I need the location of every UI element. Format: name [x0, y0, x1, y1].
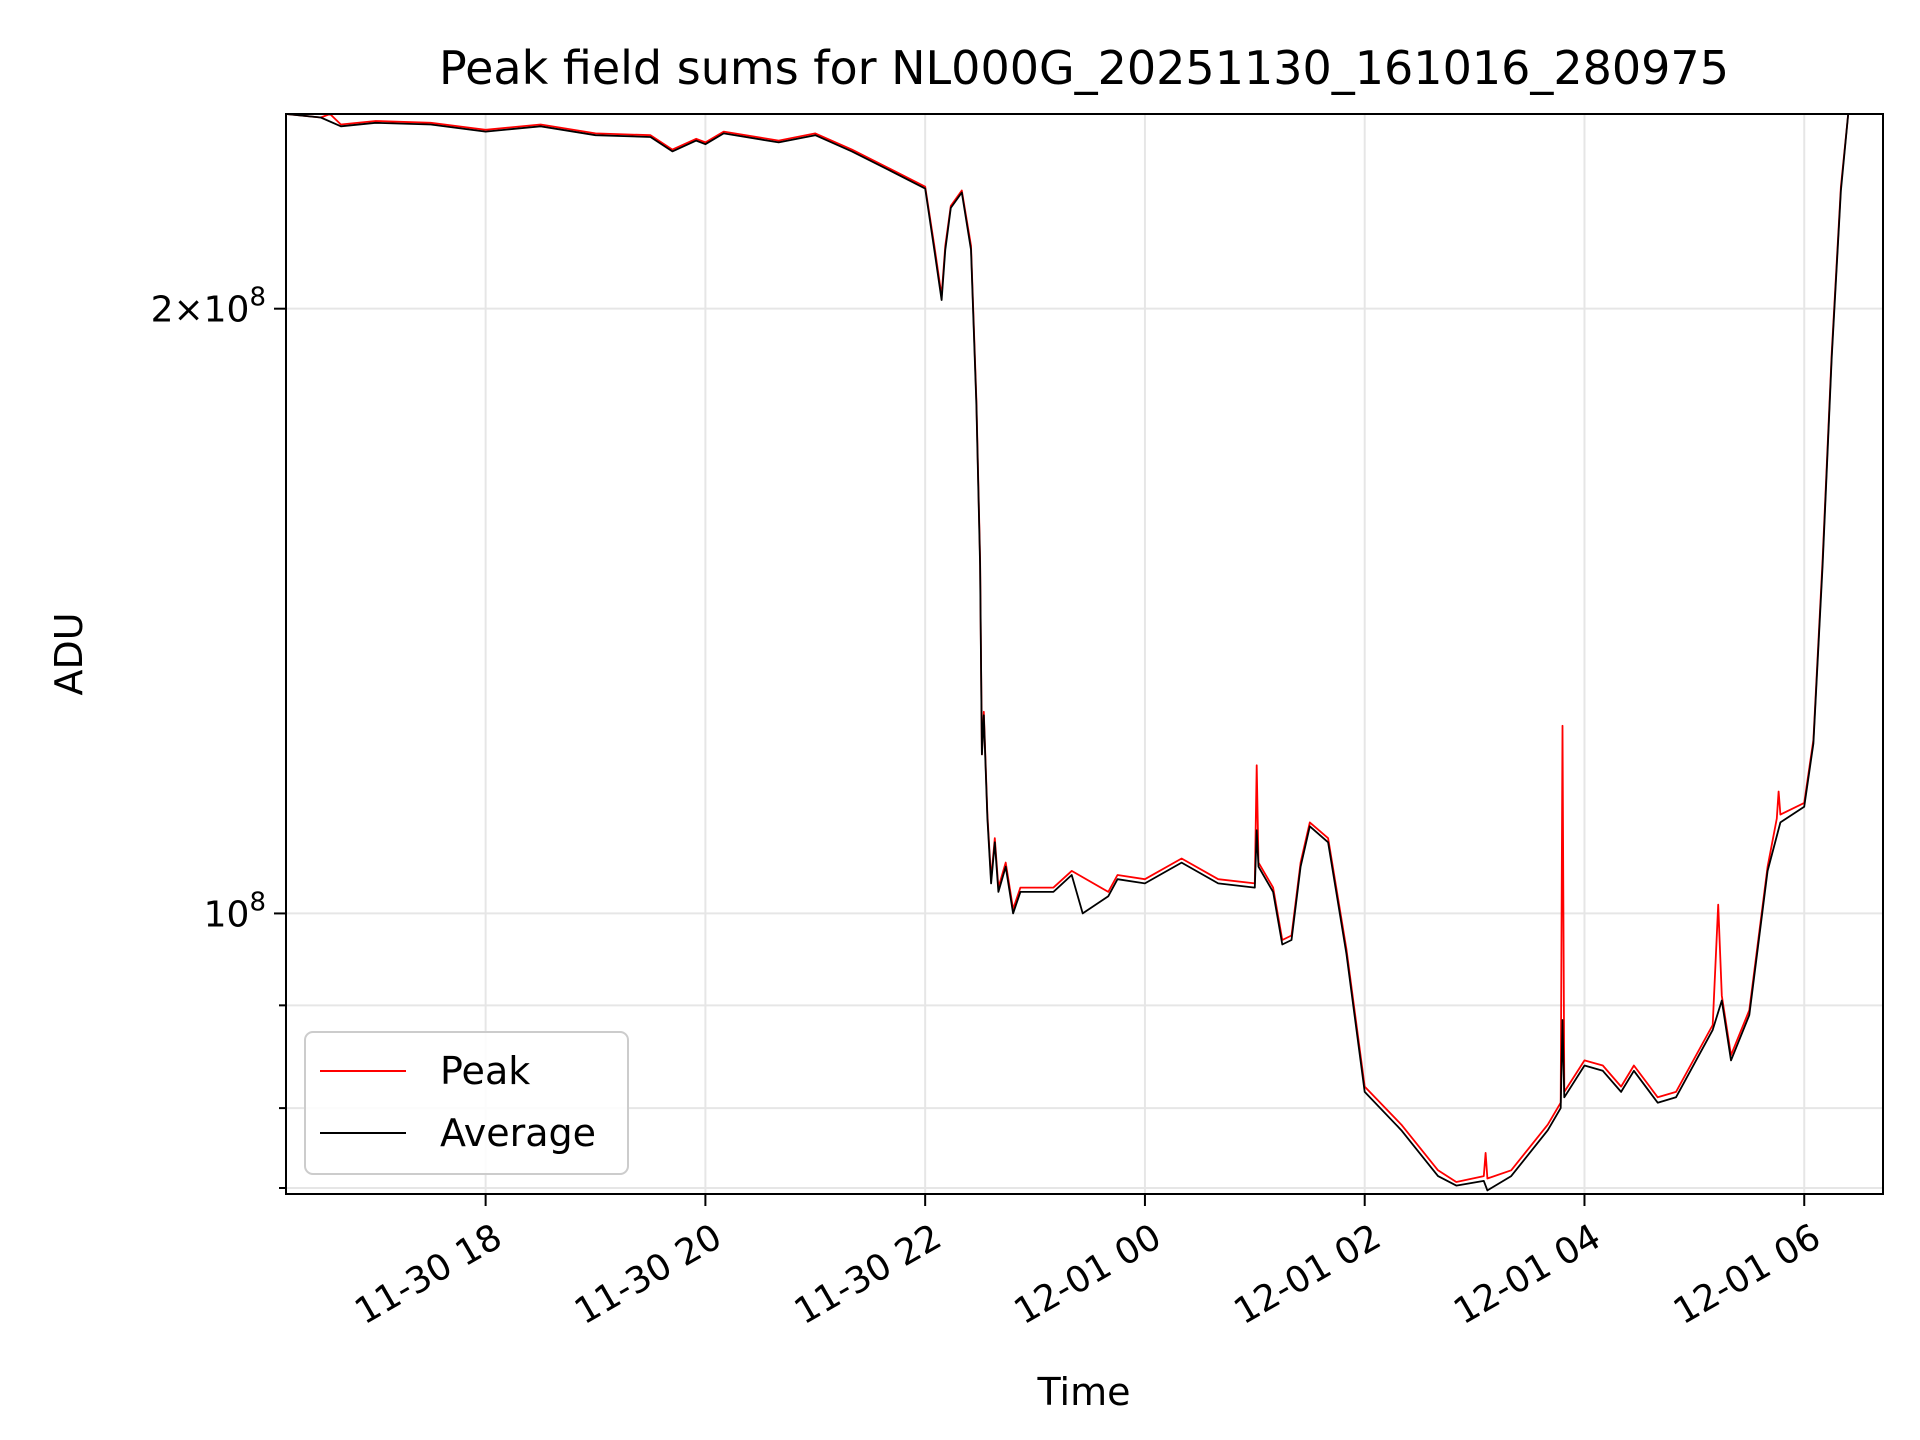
y-tick-exponent: 8	[249, 283, 266, 313]
series-line-average	[286, 114, 1850, 1192]
series-layer	[286, 114, 1850, 1192]
y-tick-label: 2×108	[151, 283, 266, 331]
chart-title: Peak field sums for NL000G_20251130_1610…	[439, 41, 1729, 95]
y-tick-label: 108	[204, 887, 266, 935]
legend: Peak Average	[304, 1031, 629, 1175]
y-tick-mantissa: 2	[151, 290, 174, 331]
legend-label-average: Average	[440, 1111, 596, 1155]
y-tick-base: 10	[204, 894, 250, 935]
plot-frame	[285, 113, 1884, 1195]
y-axis-label: ADU	[47, 612, 91, 695]
legend-label-peak: Peak	[440, 1049, 530, 1093]
legend-box	[304, 1031, 629, 1175]
x-axis-label: Time	[1037, 1370, 1131, 1414]
y-tick-base: 10	[204, 290, 250, 331]
series-line-peak	[286, 114, 1850, 1183]
y-tick-exponent: 8	[249, 887, 266, 917]
